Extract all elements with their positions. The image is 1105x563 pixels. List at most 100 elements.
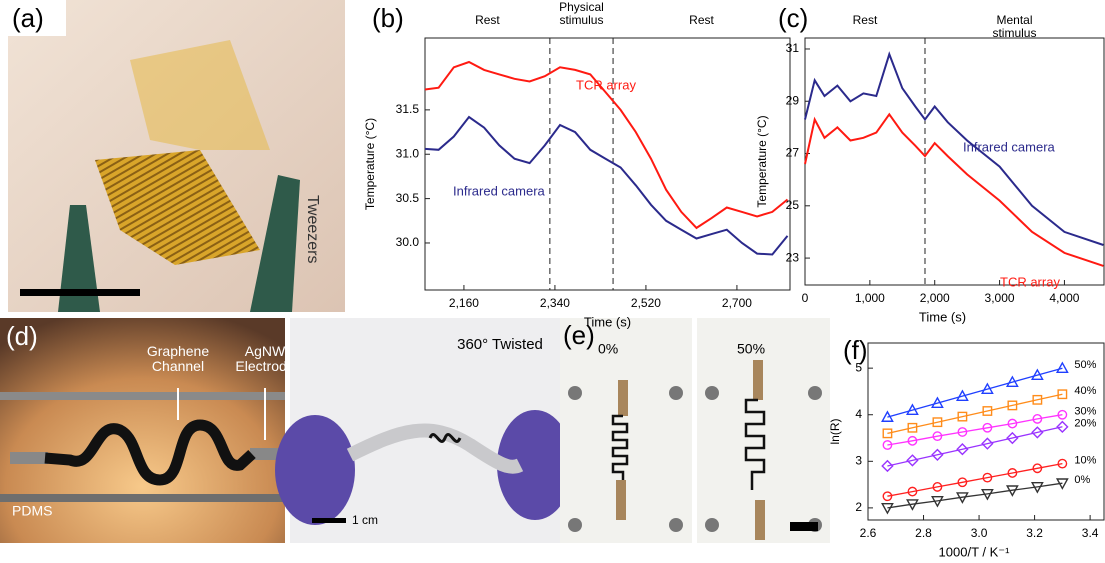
annotation-box: AgNW Electrode xyxy=(235,344,294,374)
annotation: 50% xyxy=(737,341,765,357)
marker xyxy=(1057,409,1068,420)
fit-line xyxy=(887,414,1063,446)
annotation: 1 cm xyxy=(352,513,378,527)
marker xyxy=(931,396,944,408)
x-tick-label: 3.4 xyxy=(1082,526,1099,540)
plot-frame xyxy=(867,342,1105,521)
region-label: Rest xyxy=(475,13,500,27)
marker xyxy=(1032,414,1043,424)
panel-label: (c) xyxy=(778,3,808,33)
panel-label: (b) xyxy=(372,3,404,33)
marker xyxy=(932,417,943,428)
fit-line xyxy=(887,426,1063,467)
x-axis-title: Time (s) xyxy=(919,309,966,324)
y-tick-label: 3 xyxy=(855,453,862,467)
tweezer xyxy=(58,205,100,312)
marker xyxy=(1055,478,1069,490)
series-label: 40% xyxy=(1074,385,1096,397)
marker xyxy=(932,431,943,442)
fit-line xyxy=(887,482,1063,509)
label-bg xyxy=(560,318,600,350)
y-axis-title: ln(R) xyxy=(828,418,842,444)
y-tick-label: 30.5 xyxy=(396,191,420,205)
x-tick-label: 2,000 xyxy=(920,291,950,305)
channel xyxy=(744,398,766,490)
marker xyxy=(1005,485,1019,497)
series-line xyxy=(804,112,1104,267)
label-bg xyxy=(8,0,66,36)
marker xyxy=(1057,389,1068,400)
hole xyxy=(568,518,582,532)
marker xyxy=(956,389,969,401)
x-axis-title: Time (s) xyxy=(584,314,631,329)
marker xyxy=(1007,418,1018,429)
hole xyxy=(808,386,822,400)
region-label: Rest xyxy=(852,13,878,27)
x-tick-label: 2,520 xyxy=(631,296,661,310)
y-axis-title: Temperature (°C) xyxy=(755,115,769,207)
region-label: Rest xyxy=(689,13,714,27)
series-label: 50% xyxy=(1074,359,1096,371)
tape xyxy=(755,500,765,540)
series-label: Infrared camera xyxy=(453,183,546,198)
y-tick-label: 29 xyxy=(786,93,800,107)
marker xyxy=(906,499,919,511)
marker xyxy=(982,406,993,416)
marker xyxy=(1030,482,1044,494)
annotation-box: Graphene Channel xyxy=(146,344,210,374)
marker xyxy=(931,496,944,508)
series-label: TCR array xyxy=(576,77,636,92)
x-tick-label: 2,700 xyxy=(722,296,752,310)
photo-d: (d) Graphene Channel AgNW Electrode PDMS… xyxy=(0,318,573,543)
y-axis-title: Temperature (°C) xyxy=(363,118,377,210)
marker xyxy=(1005,375,1019,388)
series-label: 0% xyxy=(1074,474,1090,486)
region-label: Mental stimulus xyxy=(992,13,1037,38)
series-label: TCR array xyxy=(1000,274,1060,289)
marker xyxy=(956,443,969,456)
annotation: Tweezers xyxy=(304,195,321,263)
y-tick-label: 4 xyxy=(855,407,862,421)
plot-frame xyxy=(424,37,791,291)
annotation: 0% xyxy=(598,341,618,357)
marker xyxy=(931,448,944,461)
tape xyxy=(618,380,628,416)
region-label: Physical stimulus xyxy=(559,1,604,27)
scale-bar xyxy=(790,522,818,531)
region-label-box: Mental stimulus xyxy=(992,13,1037,38)
marker xyxy=(957,477,968,488)
x-tick-label: 2,340 xyxy=(540,296,570,310)
series-label: 30% xyxy=(1074,406,1096,418)
marker xyxy=(981,489,994,501)
hole xyxy=(568,386,582,400)
marker xyxy=(981,437,994,450)
marker xyxy=(957,427,968,437)
pdms-edge xyxy=(0,392,285,400)
region-label-box: Rest xyxy=(475,13,500,27)
channel xyxy=(428,433,462,443)
glove xyxy=(497,410,573,520)
x-axis-title: 1000/T / K⁻¹ xyxy=(939,544,1011,559)
marker xyxy=(1032,463,1043,474)
y-tick-label: 25 xyxy=(786,198,800,212)
gold-array xyxy=(95,150,260,265)
annotation: Graphene Channel xyxy=(146,344,210,374)
x-tick-label: 3,000 xyxy=(985,291,1015,305)
marker xyxy=(1030,368,1044,381)
marker xyxy=(882,491,893,502)
marker xyxy=(1006,431,1019,445)
y-tick-label: 31.0 xyxy=(396,146,420,160)
series-line xyxy=(804,51,1104,246)
x-tick-label: 3.2 xyxy=(1026,526,1043,540)
marker xyxy=(1031,426,1044,439)
region-label-box: Rest xyxy=(689,13,714,27)
glove xyxy=(275,415,355,525)
marker xyxy=(1007,400,1018,411)
marker xyxy=(982,422,993,433)
tape xyxy=(753,360,763,400)
pdms-edge xyxy=(0,494,285,502)
marker xyxy=(956,492,969,504)
marker xyxy=(957,411,968,422)
series-line xyxy=(424,115,789,256)
hole xyxy=(705,386,719,400)
